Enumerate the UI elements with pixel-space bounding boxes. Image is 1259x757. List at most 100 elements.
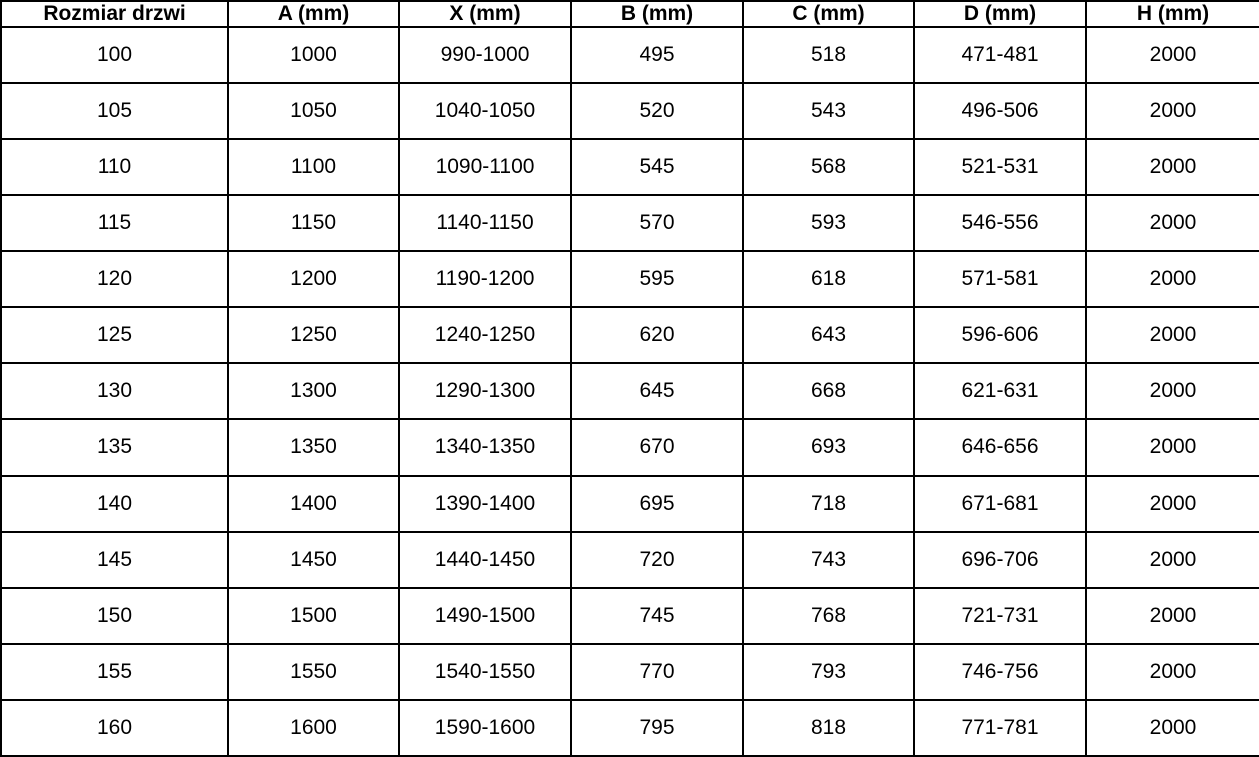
table-cell: 620 xyxy=(570,306,744,365)
table-cell: 745 xyxy=(570,586,744,645)
table-cell: 696-706 xyxy=(913,530,1087,589)
table-cell: 1090-1100 xyxy=(398,138,572,197)
table-cell: 571-581 xyxy=(913,250,1087,309)
table-cell: 768 xyxy=(742,586,915,645)
table-cell: 618 xyxy=(742,250,915,309)
table-cell: 1490-1500 xyxy=(398,586,572,645)
table-cell: 155 xyxy=(0,642,229,701)
table-cell: 2000 xyxy=(1085,642,1259,701)
table-cell: 593 xyxy=(742,194,915,253)
table-cell: 1550 xyxy=(227,642,400,701)
table-cell: 135 xyxy=(0,418,229,477)
table-row: 110 1100 1090-1100 545 568 521-531 2000 xyxy=(0,138,1259,197)
table-cell: 130 xyxy=(0,362,229,421)
table-cell: 568 xyxy=(742,138,915,197)
table-cell: 746-756 xyxy=(913,642,1087,701)
table-cell: 1540-1550 xyxy=(398,642,572,701)
table-cell: 496-506 xyxy=(913,82,1087,141)
table-cell: 2000 xyxy=(1085,138,1259,197)
table-cell: 595 xyxy=(570,250,744,309)
table-cell: 2000 xyxy=(1085,586,1259,645)
table-cell: 1240-1250 xyxy=(398,306,572,365)
table-row: 160 1600 1590-1600 795 818 771-781 2000 xyxy=(0,698,1259,757)
table-cell: 1500 xyxy=(227,586,400,645)
table-cell: 1150 xyxy=(227,194,400,253)
table-cell: 1190-1200 xyxy=(398,250,572,309)
table-cell: 646-656 xyxy=(913,418,1087,477)
table-cell: 770 xyxy=(570,642,744,701)
table-row: 125 1250 1240-1250 620 643 596-606 2000 xyxy=(0,306,1259,365)
table-cell: 518 xyxy=(742,25,915,85)
table-cell: 1450 xyxy=(227,530,400,589)
table-cell: 1340-1350 xyxy=(398,418,572,477)
table-row: 135 1350 1340-1350 670 693 646-656 2000 xyxy=(0,418,1259,477)
table-body: 100 1000 990-1000 495 518 471-481 2000 105 1050 1… xyxy=(0,25,1259,757)
column-header-3: B (mm) xyxy=(570,0,744,28)
table-cell: 743 xyxy=(742,530,915,589)
table-cell: 1300 xyxy=(227,362,400,421)
table-row: 115 1150 1140-1150 570 593 546-556 2000 xyxy=(0,194,1259,253)
table-cell: 1140-1150 xyxy=(398,194,572,253)
table-cell: 718 xyxy=(742,474,915,533)
table-cell: 2000 xyxy=(1085,698,1259,757)
table-cell: 125 xyxy=(0,306,229,365)
table-cell: 105 xyxy=(0,82,229,141)
table-row: 155 1550 1540-1550 770 793 746-756 2000 xyxy=(0,642,1259,701)
table-cell: 495 xyxy=(570,25,744,85)
table-cell: 818 xyxy=(742,698,915,757)
table-cell: 670 xyxy=(570,418,744,477)
table-cell: 115 xyxy=(0,194,229,253)
table-cell: 1440-1450 xyxy=(398,530,572,589)
table-cell: 693 xyxy=(742,418,915,477)
table-cell: 2000 xyxy=(1085,250,1259,309)
table-row: 145 1450 1440-1450 720 743 696-706 2000 xyxy=(0,530,1259,589)
table-cell: 140 xyxy=(0,474,229,533)
table-header-row: Rozmiar drzwi A (mm) X (mm) B (mm) C (mm) D (… xyxy=(0,0,1259,28)
table-cell: 145 xyxy=(0,530,229,589)
table-cell: 668 xyxy=(742,362,915,421)
table-cell: 1350 xyxy=(227,418,400,477)
table-cell: 1200 xyxy=(227,250,400,309)
table-row: 105 1050 1040-1050 520 543 496-506 2000 xyxy=(0,82,1259,141)
table-row: 150 1500 1490-1500 745 768 721-731 2000 xyxy=(0,586,1259,645)
table-cell: 695 xyxy=(570,474,744,533)
table-cell: 721-731 xyxy=(913,586,1087,645)
table-cell: 2000 xyxy=(1085,418,1259,477)
table-cell: 1100 xyxy=(227,138,400,197)
table-cell: 795 xyxy=(570,698,744,757)
table-cell: 1250 xyxy=(227,306,400,365)
table-cell: 520 xyxy=(570,82,744,141)
column-header-2: X (mm) xyxy=(398,0,572,28)
column-header-0: Rozmiar drzwi xyxy=(0,0,229,28)
column-header-1: A (mm) xyxy=(227,0,400,28)
column-header-6: H (mm) xyxy=(1085,0,1259,28)
table-cell: 2000 xyxy=(1085,82,1259,141)
table-cell: 793 xyxy=(742,642,915,701)
table-cell: 2000 xyxy=(1085,362,1259,421)
table-cell: 521-531 xyxy=(913,138,1087,197)
table-cell: 771-781 xyxy=(913,698,1087,757)
table-cell: 110 xyxy=(0,138,229,197)
table-row: 120 1200 1190-1200 595 618 571-581 2000 xyxy=(0,250,1259,309)
table-cell: 1600 xyxy=(227,698,400,757)
table-header: Rozmiar drzwi A (mm) X (mm) B (mm) C (mm) D (… xyxy=(0,0,1259,28)
table-cell: 545 xyxy=(570,138,744,197)
table-cell: 120 xyxy=(0,250,229,309)
table-cell: 596-606 xyxy=(913,306,1087,365)
table-cell: 1590-1600 xyxy=(398,698,572,757)
table-cell: 2000 xyxy=(1085,25,1259,85)
table-cell: 1000 xyxy=(227,25,400,85)
table-cell: 2000 xyxy=(1085,530,1259,589)
table-row: 140 1400 1390-1400 695 718 671-681 2000 xyxy=(0,474,1259,533)
table-cell: 720 xyxy=(570,530,744,589)
column-header-5: D (mm) xyxy=(913,0,1087,28)
table-cell: 543 xyxy=(742,82,915,141)
table-row: 100 1000 990-1000 495 518 471-481 2000 xyxy=(0,25,1259,85)
column-header-4: C (mm) xyxy=(742,0,915,28)
table-cell: 2000 xyxy=(1085,474,1259,533)
table-cell: 160 xyxy=(0,698,229,757)
table-cell: 1050 xyxy=(227,82,400,141)
table-row: 130 1300 1290-1300 645 668 621-631 2000 xyxy=(0,362,1259,421)
table-cell: 471-481 xyxy=(913,25,1087,85)
